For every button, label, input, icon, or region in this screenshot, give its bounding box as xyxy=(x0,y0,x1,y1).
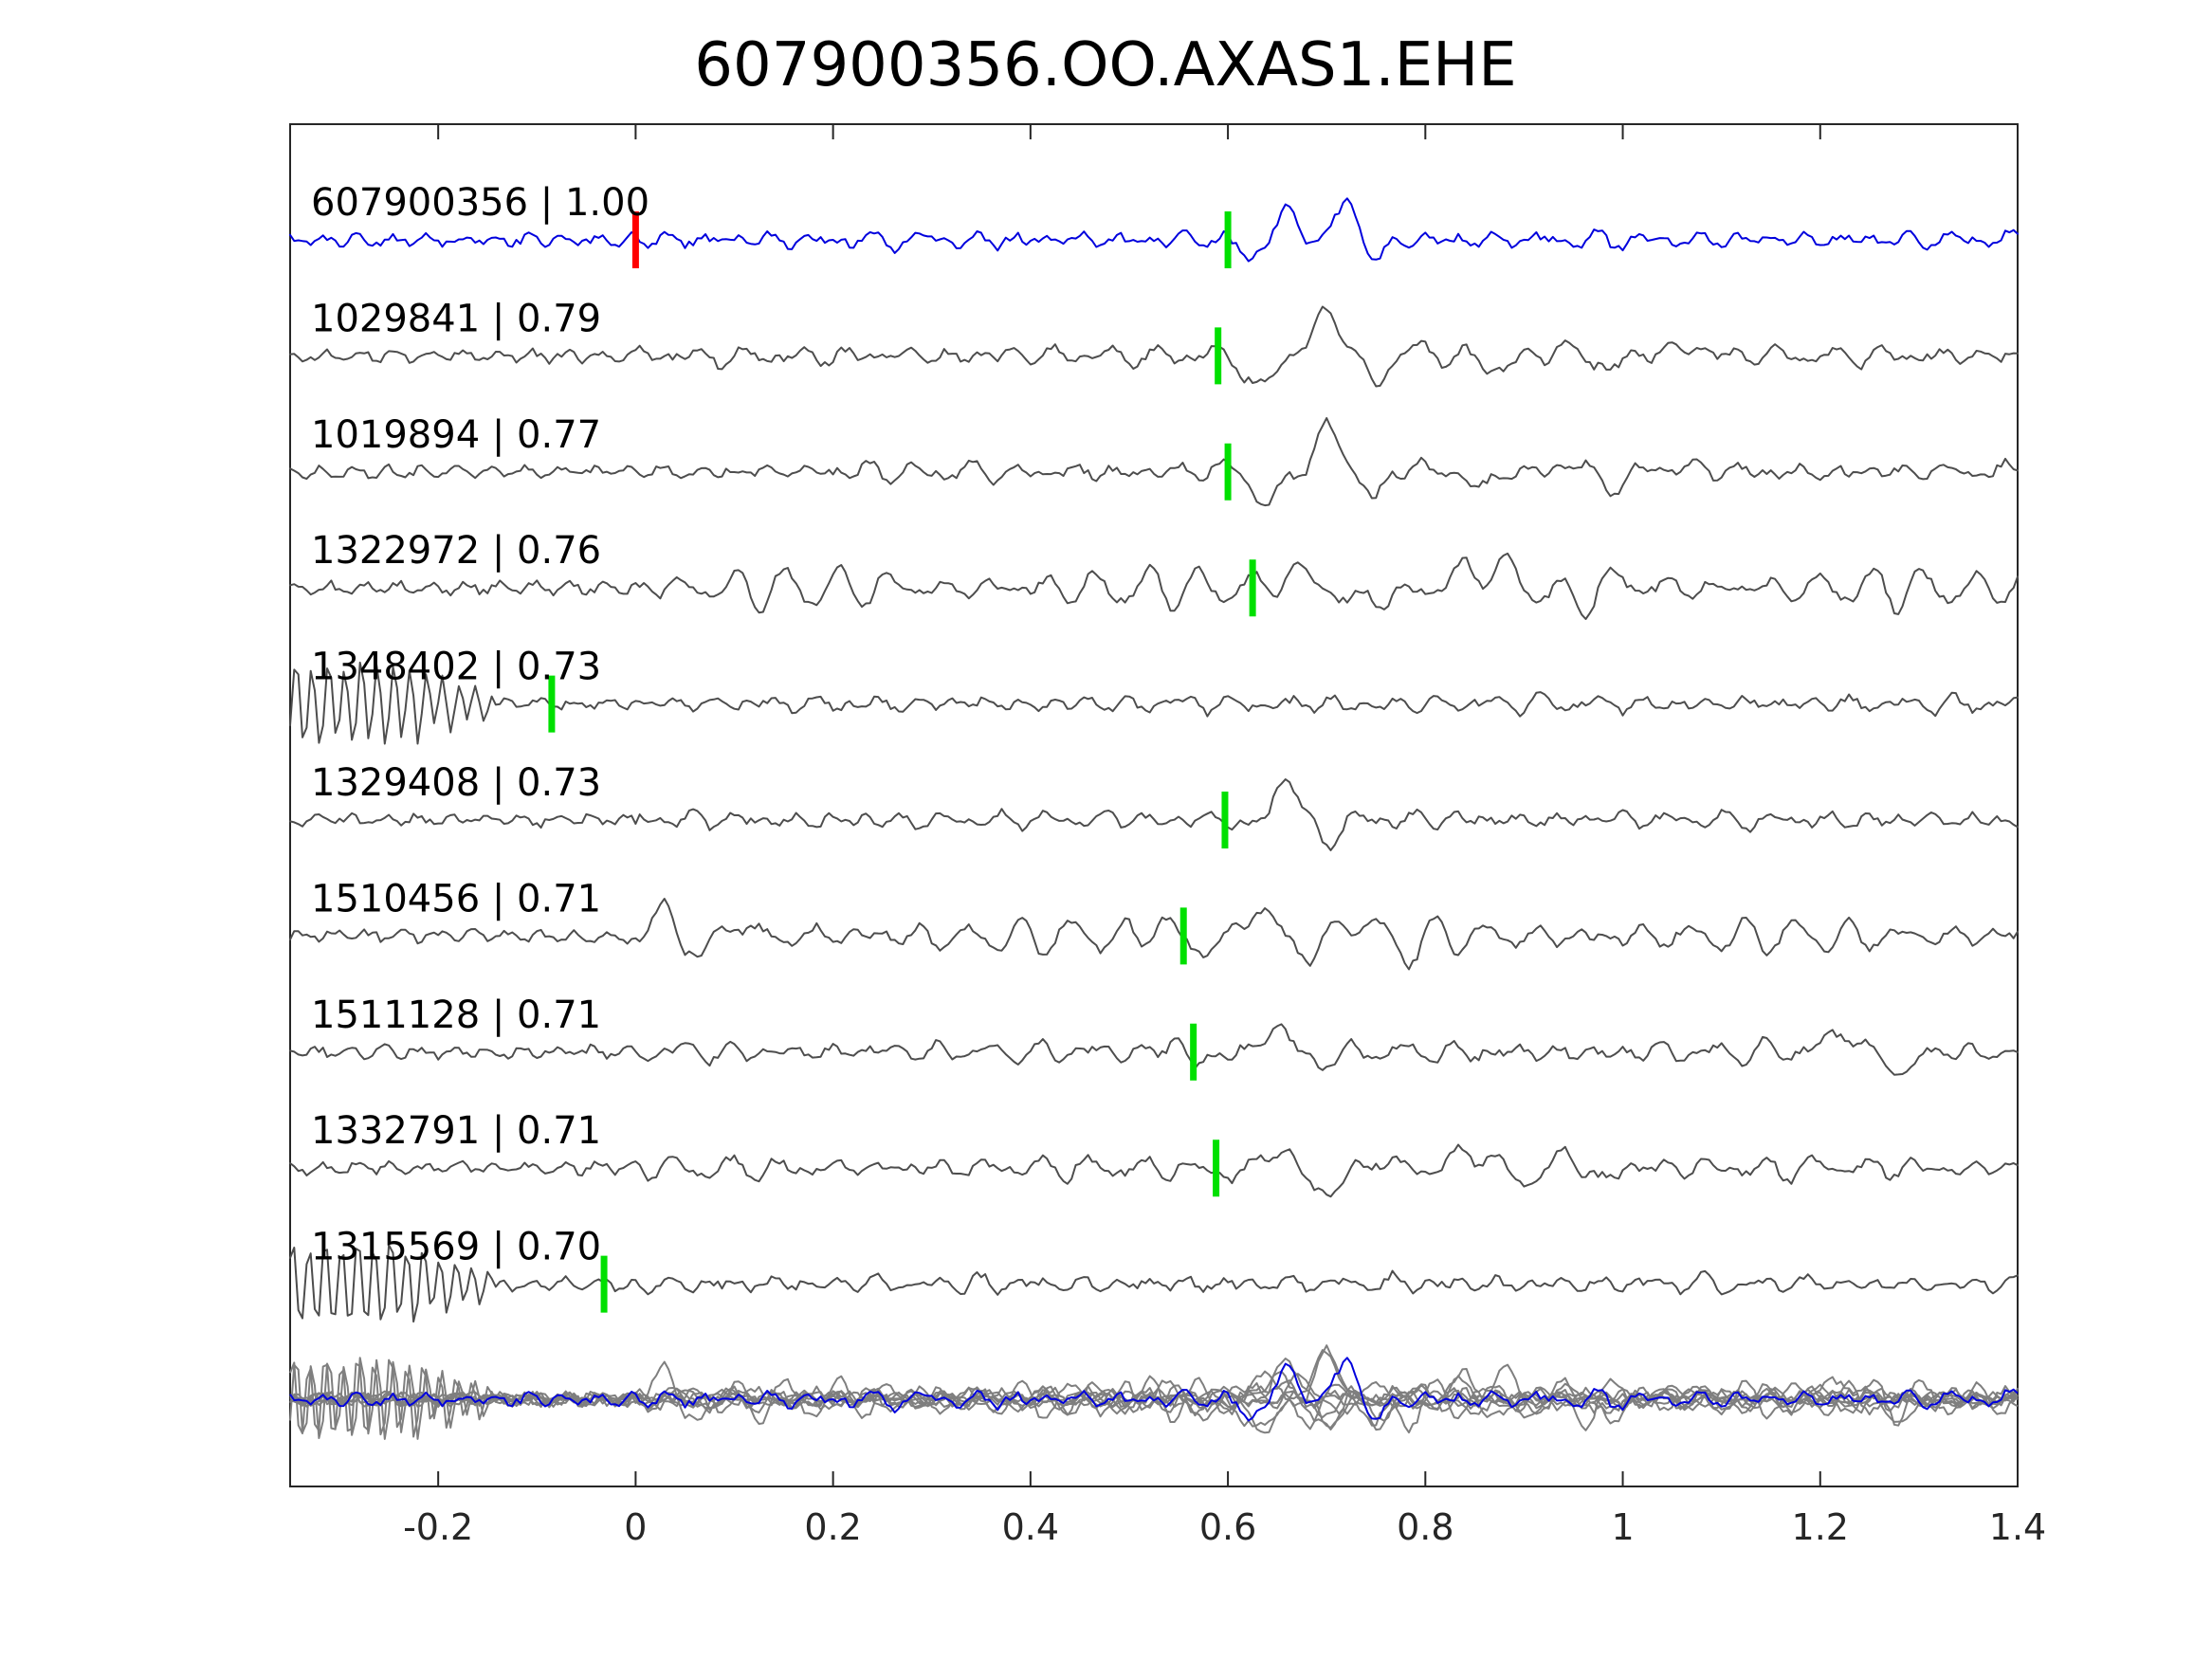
overlay-stack xyxy=(289,1344,2019,1440)
pick-markers-layer xyxy=(548,211,1256,1313)
trace-1511128 xyxy=(289,1023,2019,1076)
trace-1029841 xyxy=(289,305,2019,388)
trace-labels-layer: 607900356 | 1.00 1029841 | 0.79 1019894 | … xyxy=(311,181,649,1269)
overlay-trace-1019894 xyxy=(289,1344,2019,1434)
trace-label-1322972: 1322972 | 0.76 xyxy=(311,529,601,573)
trace-label-1348402: 1348402 | 0.73 xyxy=(311,646,601,689)
plot-area-frame xyxy=(289,123,2019,1487)
trace-label-1019894: 1019894 | 0.77 xyxy=(311,413,601,457)
trace-1322972 xyxy=(289,552,2019,620)
trace-1315569 xyxy=(289,1244,2019,1323)
overlay-trace-607900356 xyxy=(289,1357,2019,1422)
x-tick-label: 1.2 xyxy=(1792,1506,1849,1548)
x-tick-label: 0 xyxy=(624,1506,647,1548)
trace-label-1315569: 1315569 | 0.70 xyxy=(311,1226,601,1269)
trace-1348402 xyxy=(289,661,2019,745)
x-tick-label: 0.2 xyxy=(804,1506,861,1548)
x-tick-label: 0.4 xyxy=(1002,1506,1059,1548)
trace-label-1511128: 1511128 | 0.71 xyxy=(311,994,601,1037)
chart-title: 607900356.OO.AXAS1.EHE xyxy=(694,30,1516,100)
overlay-trace-1029841 xyxy=(289,1349,2019,1431)
trace-label-607900356: 607900356 | 1.00 xyxy=(311,181,649,225)
trace-1019894 xyxy=(289,417,2019,507)
trace-label-1332791: 1332791 | 0.71 xyxy=(311,1109,601,1153)
x-tick-label: 0.8 xyxy=(1397,1506,1453,1548)
trace-1332791 xyxy=(289,1143,2019,1198)
overlay-trace-1315569 xyxy=(289,1358,2019,1438)
trace-1329408 xyxy=(289,778,2019,851)
trace-607900356 xyxy=(289,197,2019,263)
x-tick-label: 0.6 xyxy=(1199,1506,1256,1548)
x-axis: -0.2 0 0.2 0.4 0.6 0.8 1 1.2 1.4 xyxy=(403,124,2046,1548)
trace-1510456 xyxy=(289,898,2019,971)
x-tick-label: -0.2 xyxy=(403,1506,473,1548)
x-tick-label: 1 xyxy=(1611,1506,1634,1548)
trace-label-1510456: 1510456 | 0.71 xyxy=(311,877,601,921)
traces-layer xyxy=(289,197,2019,1323)
x-tick-label: 1.4 xyxy=(1989,1506,2046,1548)
trace-label-1029841: 1029841 | 0.79 xyxy=(311,297,601,340)
trace-label-1329408: 1329408 | 0.73 xyxy=(311,761,601,805)
